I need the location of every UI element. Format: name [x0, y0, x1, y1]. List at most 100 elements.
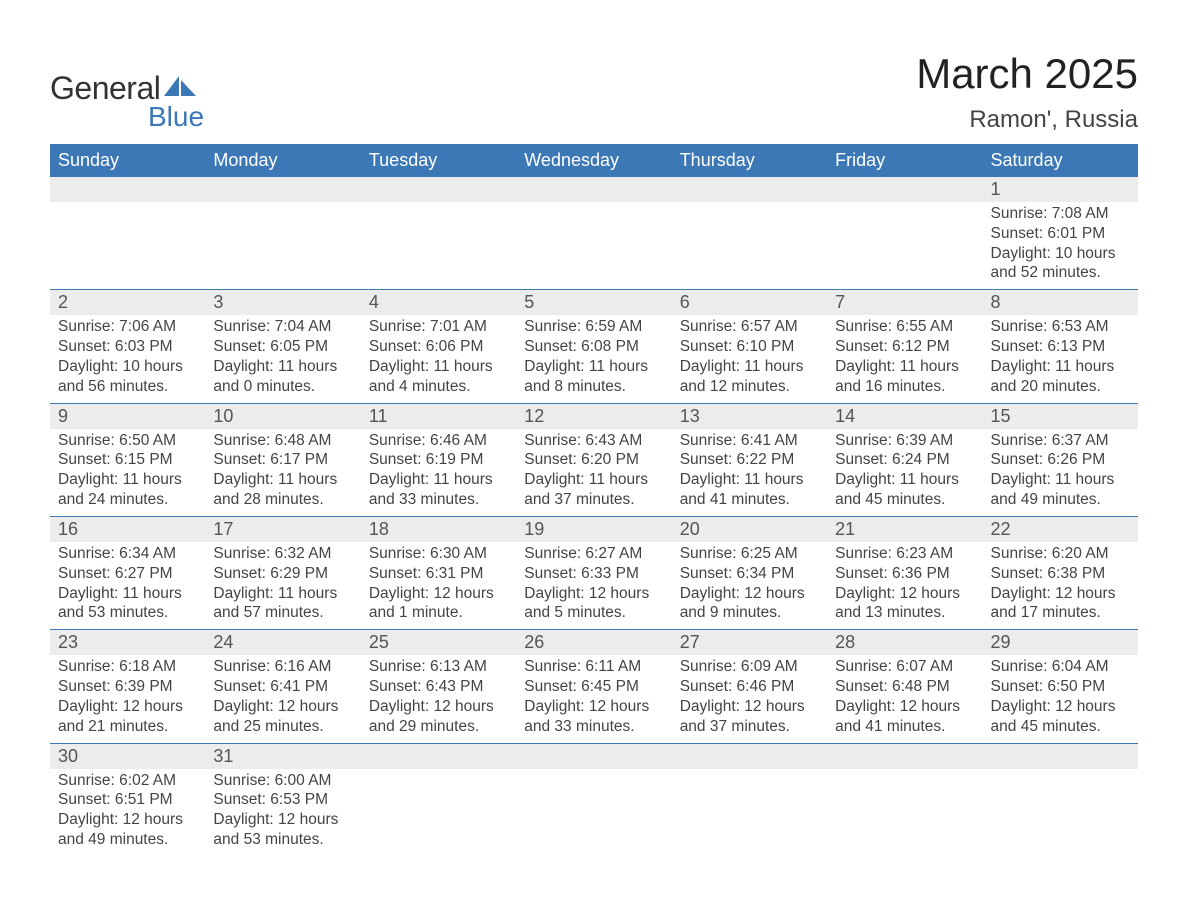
week-daynum-row: 2345678	[50, 290, 1138, 316]
sunrise-text: Sunrise: 6:32 AM	[213, 544, 352, 564]
daylight-text: Daylight: 11 hours and 12 minutes.	[680, 357, 819, 397]
sunset-text: Sunset: 6:24 PM	[835, 450, 974, 470]
daylight-text: Daylight: 11 hours and 53 minutes.	[58, 584, 197, 624]
sunrise-text: Sunrise: 7:04 AM	[213, 317, 352, 337]
day-detail-cell	[672, 202, 827, 290]
day-number-cell: 23	[50, 630, 205, 656]
day-number-cell: 29	[983, 630, 1138, 656]
sunrise-text: Sunrise: 6:37 AM	[991, 431, 1130, 451]
day-header: Thursday	[672, 144, 827, 177]
sunrise-text: Sunrise: 6:16 AM	[213, 657, 352, 677]
header-row: General Blue March 2025 Ramon', Russia	[50, 50, 1138, 134]
week-daynum-row: 9101112131415	[50, 403, 1138, 429]
day-number-cell	[516, 743, 671, 769]
day-detail-cell	[50, 202, 205, 290]
day-number-cell	[50, 177, 205, 202]
sunrise-text: Sunrise: 6:18 AM	[58, 657, 197, 677]
day-detail-cell: Sunrise: 6:53 AMSunset: 6:13 PMDaylight:…	[983, 315, 1138, 403]
sunset-text: Sunset: 6:13 PM	[991, 337, 1130, 357]
sunset-text: Sunset: 6:06 PM	[369, 337, 508, 357]
day-number-cell: 28	[827, 630, 982, 656]
daylight-text: Daylight: 12 hours and 29 minutes.	[369, 697, 508, 737]
day-detail-cell: Sunrise: 6:16 AMSunset: 6:41 PMDaylight:…	[205, 655, 360, 743]
sunrise-text: Sunrise: 6:20 AM	[991, 544, 1130, 564]
day-number-cell	[361, 177, 516, 202]
daylight-text: Daylight: 11 hours and 8 minutes.	[524, 357, 663, 397]
daylight-text: Daylight: 12 hours and 37 minutes.	[680, 697, 819, 737]
sunset-text: Sunset: 6:41 PM	[213, 677, 352, 697]
week-detail-row: Sunrise: 7:08 AMSunset: 6:01 PMDaylight:…	[50, 202, 1138, 290]
day-number-cell	[827, 743, 982, 769]
sunset-text: Sunset: 6:50 PM	[991, 677, 1130, 697]
day-number-cell: 20	[672, 516, 827, 542]
sunrise-text: Sunrise: 6:25 AM	[680, 544, 819, 564]
sunrise-text: Sunrise: 6:30 AM	[369, 544, 508, 564]
day-detail-cell: Sunrise: 6:59 AMSunset: 6:08 PMDaylight:…	[516, 315, 671, 403]
sunset-text: Sunset: 6:36 PM	[835, 564, 974, 584]
sunset-text: Sunset: 6:46 PM	[680, 677, 819, 697]
daylight-text: Daylight: 11 hours and 33 minutes.	[369, 470, 508, 510]
sunset-text: Sunset: 6:27 PM	[58, 564, 197, 584]
day-number-cell: 14	[827, 403, 982, 429]
day-number-cell: 1	[983, 177, 1138, 202]
logo: General Blue	[50, 70, 204, 133]
sunrise-text: Sunrise: 6:46 AM	[369, 431, 508, 451]
daylight-text: Daylight: 11 hours and 37 minutes.	[524, 470, 663, 510]
sunrise-text: Sunrise: 6:13 AM	[369, 657, 508, 677]
sunset-text: Sunset: 6:34 PM	[680, 564, 819, 584]
day-number-cell: 8	[983, 290, 1138, 316]
day-number-cell: 10	[205, 403, 360, 429]
day-number-cell	[361, 743, 516, 769]
daylight-text: Daylight: 11 hours and 41 minutes.	[680, 470, 819, 510]
day-header: Monday	[205, 144, 360, 177]
sunset-text: Sunset: 6:39 PM	[58, 677, 197, 697]
sunrise-text: Sunrise: 6:07 AM	[835, 657, 974, 677]
sunrise-text: Sunrise: 6:39 AM	[835, 431, 974, 451]
day-number-cell: 15	[983, 403, 1138, 429]
day-detail-cell: Sunrise: 6:37 AMSunset: 6:26 PMDaylight:…	[983, 429, 1138, 517]
day-detail-cell: Sunrise: 6:43 AMSunset: 6:20 PMDaylight:…	[516, 429, 671, 517]
daylight-text: Daylight: 12 hours and 53 minutes.	[213, 810, 352, 850]
day-number-cell: 11	[361, 403, 516, 429]
day-number-cell: 27	[672, 630, 827, 656]
day-detail-cell: Sunrise: 6:00 AMSunset: 6:53 PMDaylight:…	[205, 769, 360, 856]
sunset-text: Sunset: 6:38 PM	[991, 564, 1130, 584]
sunset-text: Sunset: 6:29 PM	[213, 564, 352, 584]
page-title: March 2025	[916, 50, 1138, 98]
daylight-text: Daylight: 12 hours and 49 minutes.	[58, 810, 197, 850]
day-header: Saturday	[983, 144, 1138, 177]
day-number-cell	[205, 177, 360, 202]
sunrise-text: Sunrise: 7:01 AM	[369, 317, 508, 337]
sunrise-text: Sunrise: 6:27 AM	[524, 544, 663, 564]
day-detail-cell: Sunrise: 6:18 AMSunset: 6:39 PMDaylight:…	[50, 655, 205, 743]
calendar-header: SundayMondayTuesdayWednesdayThursdayFrid…	[50, 144, 1138, 177]
sunset-text: Sunset: 6:12 PM	[835, 337, 974, 357]
day-detail-cell	[827, 769, 982, 856]
daylight-text: Daylight: 11 hours and 57 minutes.	[213, 584, 352, 624]
sunset-text: Sunset: 6:31 PM	[369, 564, 508, 584]
day-detail-cell: Sunrise: 6:20 AMSunset: 6:38 PMDaylight:…	[983, 542, 1138, 630]
day-number-cell	[516, 177, 671, 202]
sunrise-text: Sunrise: 6:00 AM	[213, 771, 352, 791]
sunset-text: Sunset: 6:17 PM	[213, 450, 352, 470]
sunrise-text: Sunrise: 6:57 AM	[680, 317, 819, 337]
sunset-text: Sunset: 6:51 PM	[58, 790, 197, 810]
sunrise-text: Sunrise: 6:50 AM	[58, 431, 197, 451]
sunset-text: Sunset: 6:45 PM	[524, 677, 663, 697]
day-detail-cell: Sunrise: 6:23 AMSunset: 6:36 PMDaylight:…	[827, 542, 982, 630]
daylight-text: Daylight: 12 hours and 17 minutes.	[991, 584, 1130, 624]
day-number-cell: 17	[205, 516, 360, 542]
sunset-text: Sunset: 6:20 PM	[524, 450, 663, 470]
day-number-cell: 4	[361, 290, 516, 316]
logo-text-general: General	[50, 70, 160, 107]
day-number-cell: 19	[516, 516, 671, 542]
day-detail-cell: Sunrise: 6:46 AMSunset: 6:19 PMDaylight:…	[361, 429, 516, 517]
day-detail-cell: Sunrise: 6:07 AMSunset: 6:48 PMDaylight:…	[827, 655, 982, 743]
week-detail-row: Sunrise: 6:18 AMSunset: 6:39 PM Daylight:…	[50, 655, 1138, 743]
day-detail-cell	[361, 769, 516, 856]
day-detail-cell: Sunrise: 6:39 AMSunset: 6:24 PMDaylight:…	[827, 429, 982, 517]
day-number-cell: 26	[516, 630, 671, 656]
daylight-text: Daylight: 11 hours and 24 minutes.	[58, 470, 197, 510]
day-number-cell: 31	[205, 743, 360, 769]
week-daynum-row: 1	[50, 177, 1138, 202]
